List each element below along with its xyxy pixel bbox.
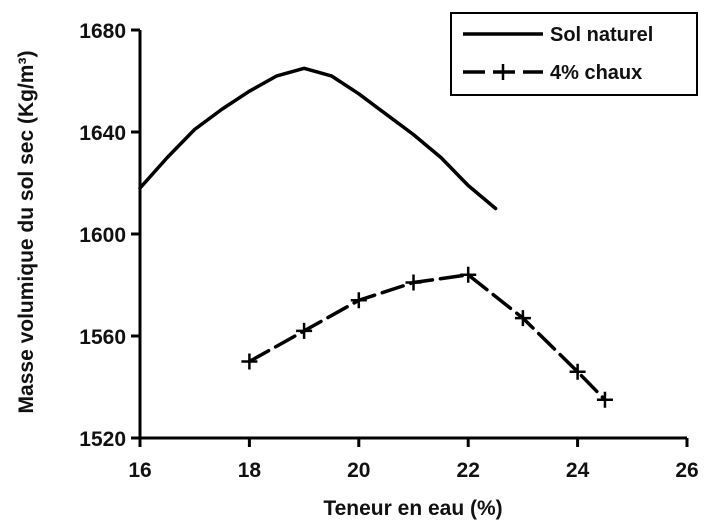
y-tick-label: 1680 (79, 20, 126, 43)
legend-marker (495, 64, 511, 80)
legend-box (450, 12, 698, 96)
legend-label: Sol naturel (550, 24, 653, 46)
series-layer (138, 66, 613, 408)
data-point-marker (241, 353, 258, 370)
data-point-marker (405, 274, 422, 291)
y-ticks: 1520 1560 1600 1640 1680 (79, 20, 140, 451)
x-tick-label: 18 (238, 459, 262, 482)
data-point-marker (296, 322, 313, 339)
x-axis-label: Teneur en eau (%) (323, 497, 502, 520)
data-point-marker (514, 310, 531, 327)
x-tick-label: 26 (675, 459, 698, 482)
x-tick-label: 22 (457, 459, 480, 482)
data-point-marker (460, 266, 477, 283)
data-point-marker (350, 292, 367, 309)
plot-area: 16 18 20 22 24 26 1520 1560 1600 1640 1680 (79, 20, 698, 482)
x-ticks: 16 18 20 22 24 26 (128, 438, 699, 482)
data-point-marker (596, 391, 613, 408)
y-tick-label: 1520 (79, 428, 126, 451)
legend-label: 4% chaux (550, 62, 642, 84)
legend-items: Sol naturel 4% chaux (463, 24, 653, 84)
y-tick-label: 1560 (79, 326, 126, 349)
data-point-marker (569, 363, 586, 380)
y-tick-label: 1600 (79, 224, 126, 247)
legend: Sol naturel 4% chaux (450, 12, 698, 96)
series-1 (138, 66, 498, 211)
series-line (138, 66, 498, 211)
y-tick-label: 1640 (79, 122, 126, 145)
x-tick-label: 20 (347, 459, 370, 482)
x-tick-label: 16 (128, 459, 151, 482)
y-axis-label: Masse volumique du sol sec (Kg/m³) (15, 51, 38, 414)
series-line (247, 273, 607, 402)
series-2 (241, 266, 613, 408)
x-tick-label: 24 (566, 459, 590, 482)
